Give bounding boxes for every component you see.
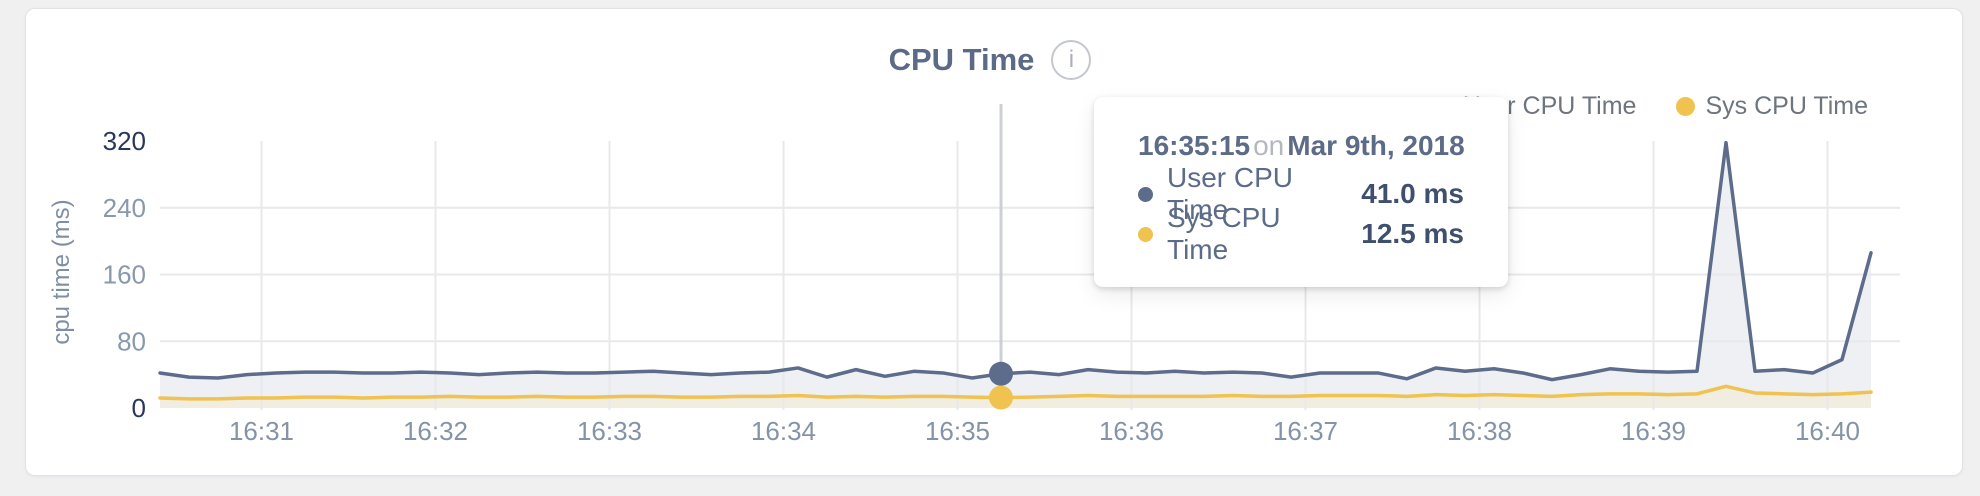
tooltip-row-sys: Sys CPU Time 12.5 ms: [1138, 202, 1464, 265]
x-tick-label: 16:32: [403, 416, 468, 446]
y-axis-title: cpu time (ms): [48, 199, 75, 345]
x-tick-label: 16:35: [925, 416, 990, 446]
tooltip-date: Mar 9th, 2018: [1287, 130, 1465, 161]
tooltip-series-label: User CPU Time: [1167, 162, 1294, 225]
x-tick-label: 16:36: [1099, 416, 1164, 446]
x-tick-label: 16:39: [1621, 416, 1686, 446]
x-tick-label: 16:38: [1447, 416, 1512, 446]
sys-series-dot-icon: [1138, 226, 1153, 242]
x-tick-label: 16:33: [577, 416, 642, 446]
y-tick-label: 0: [132, 393, 146, 423]
series-line-user: [158, 140, 1873, 382]
tooltip-series-label: Sys CPU Time: [1167, 202, 1281, 265]
tooltip-time: 16:35:15: [1138, 130, 1251, 161]
legend-label-sys-cpu: Sys CPU Time: [1705, 92, 1868, 120]
y-tick-label: 240: [103, 193, 146, 223]
chart-header: CPU Time i: [0, 38, 1980, 82]
series-area-user: [160, 142, 1871, 408]
chart-tooltip: 16:35:15 on Mar 9th, 2018 User CPU Time 41…: [1094, 97, 1508, 287]
series-line-sys: [158, 384, 1873, 401]
chart-title: CPU Time: [888, 42, 1035, 77]
tooltip-header: 16:35:15 on Mar 9th, 2018: [1138, 130, 1465, 162]
info-icon[interactable]: i: [1051, 40, 1092, 80]
hover-dot-sys: [989, 385, 1013, 410]
x-tick-label: 16:37: [1273, 416, 1338, 446]
x-tick-label: 16:34: [751, 416, 816, 446]
tooltip-series-value: 12.5 ms: [1361, 218, 1464, 249]
sys-series-dot-icon: [1676, 97, 1696, 116]
y-tick-label: 80: [117, 326, 146, 356]
tooltip-series-value: 41.0 ms: [1361, 178, 1464, 209]
y-tick-label: 160: [103, 260, 146, 290]
tooltip-connector: on: [1253, 130, 1285, 161]
x-tick-label: 16:31: [229, 416, 294, 446]
y-tick-label: 320: [103, 126, 146, 156]
x-tick-label: 16:40: [1795, 416, 1860, 446]
user-series-dot-icon: [1138, 186, 1153, 202]
legend-item-sys-cpu[interactable]: Sys CPU Time: [1676, 92, 1868, 121]
hover-dot-user: [989, 361, 1013, 386]
series-area-sys: [160, 386, 1871, 408]
tooltip-row-user: User CPU Time 41.0 ms: [1138, 162, 1464, 225]
